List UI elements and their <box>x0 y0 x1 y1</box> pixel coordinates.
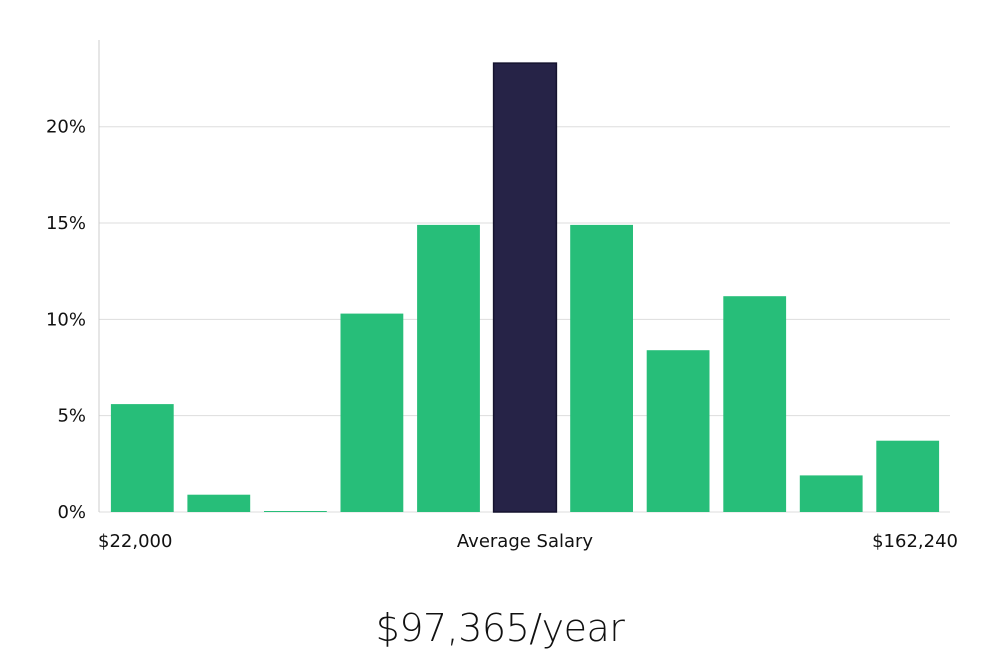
x-label-min: $22,000 <box>98 531 172 552</box>
y-tick-label: 20% <box>46 117 86 138</box>
y-tick-label: 5% <box>57 406 86 427</box>
bar <box>110 404 174 512</box>
bar <box>264 511 327 512</box>
bar <box>187 494 251 512</box>
bar <box>417 224 480 512</box>
bar <box>723 296 787 512</box>
bar <box>570 224 633 512</box>
x-label-average: Average Salary <box>457 531 594 552</box>
y-tick-label: 15% <box>46 213 86 234</box>
bar-average-salary <box>492 62 558 513</box>
bar <box>799 475 863 512</box>
y-tick-label: 10% <box>46 309 86 330</box>
bar <box>340 313 404 512</box>
y-axis-ticks: 0% 5% 10% 15% 20% <box>46 117 86 523</box>
bar <box>646 350 710 512</box>
average-salary-value: $97,365/year <box>375 606 625 650</box>
x-label-max: $162,240 <box>872 531 958 552</box>
y-tick-label: 0% <box>57 502 86 523</box>
bar <box>876 440 940 512</box>
bars <box>110 62 940 513</box>
